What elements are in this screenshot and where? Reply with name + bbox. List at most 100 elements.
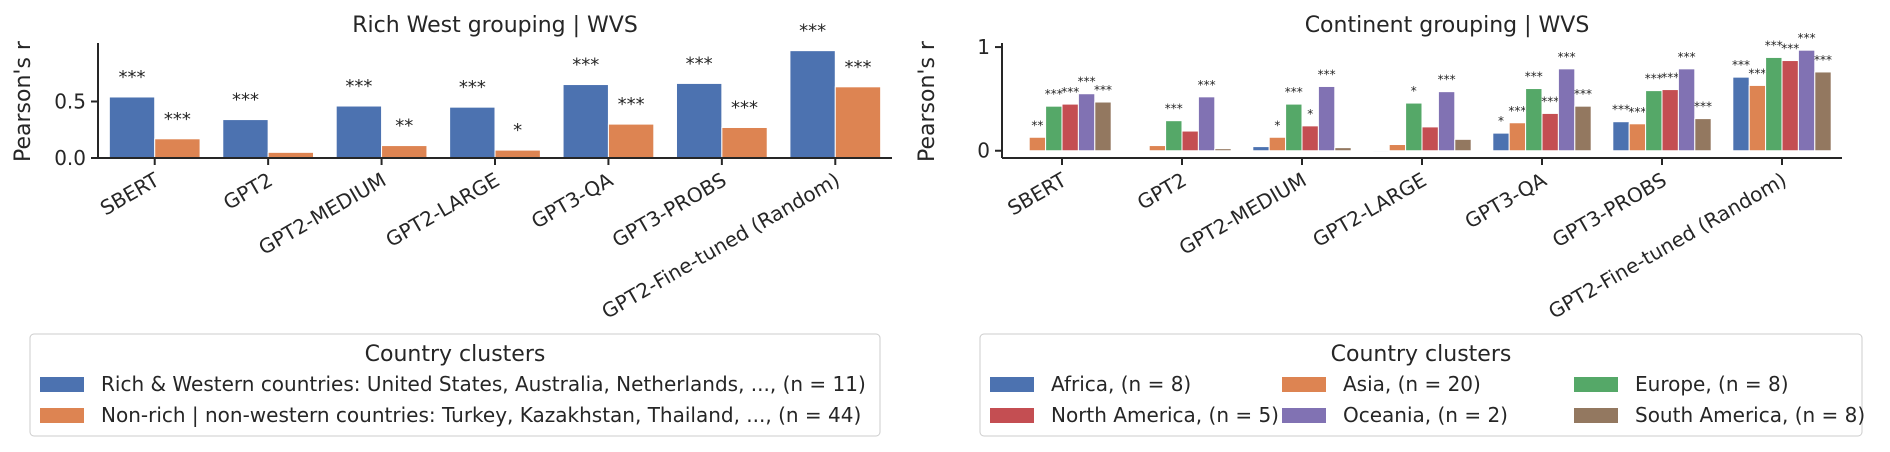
significance-label: *** xyxy=(1765,38,1783,52)
bar-2-1-5 xyxy=(1628,123,1647,152)
bar-2-0-0 xyxy=(1012,150,1030,153)
bar-2-4-3 xyxy=(1437,91,1456,152)
significance-label: *** xyxy=(1798,31,1816,45)
legend-item: Europe, (n = 8) xyxy=(1635,372,1789,396)
bar-2-0-2 xyxy=(1252,146,1270,152)
significance-label: ** xyxy=(1031,118,1043,132)
bar-2-3-4 xyxy=(1541,112,1559,152)
bar-2-2-0 xyxy=(1045,105,1063,152)
bar-2-0-5 xyxy=(1612,121,1630,152)
significance-label: *** xyxy=(572,55,599,76)
bar-1-1-0 xyxy=(154,138,201,159)
bar-1-0-1 xyxy=(222,119,269,159)
bar-2-0-1 xyxy=(1132,150,1150,153)
bar-2-3-1 xyxy=(1181,130,1199,152)
significance-label: *** xyxy=(1061,85,1079,99)
bar-1-1-6 xyxy=(834,86,882,159)
bar-2-4-0 xyxy=(1077,93,1096,152)
legend-swatch xyxy=(1282,377,1326,392)
y-tick-label: 1 xyxy=(977,35,990,59)
bar-2-3-6 xyxy=(1781,60,1799,152)
bar-2-1-1 xyxy=(1148,145,1167,152)
bar-2-1-6 xyxy=(1748,84,1767,152)
significance-label: *** xyxy=(1645,72,1663,86)
bar-2-0-6 xyxy=(1732,76,1750,152)
x-tick-label: GPT2-LARGE xyxy=(1308,168,1430,252)
bar-2-5-6 xyxy=(1814,71,1832,152)
bar-2-5-5 xyxy=(1694,118,1712,152)
significance-label: ** xyxy=(395,116,413,137)
legend-item: South America, (n = 8) xyxy=(1635,403,1865,427)
significance-label: *** xyxy=(731,97,758,118)
significance-label: *** xyxy=(1814,53,1832,67)
significance-label: *** xyxy=(686,53,713,74)
significance-label: *** xyxy=(1558,50,1576,64)
bar-2-1-2 xyxy=(1268,136,1287,152)
significance-label: *** xyxy=(1525,70,1543,84)
significance-label: * xyxy=(1411,84,1417,98)
significance-label: *** xyxy=(1612,103,1630,117)
legend-title: Country clusters xyxy=(365,342,546,367)
significance-label: *** xyxy=(1045,87,1063,101)
significance-label: *** xyxy=(459,77,486,98)
x-tick-label: SBERT xyxy=(96,167,164,220)
y-tick-label: 0.5 xyxy=(54,90,86,114)
significance-label: * xyxy=(1274,118,1280,132)
significance-label: *** xyxy=(1628,105,1646,119)
bar-1-0-5 xyxy=(675,82,723,159)
significance-label: *** xyxy=(1694,100,1712,114)
significance-label: *** xyxy=(1318,67,1336,81)
bar-2-4-2 xyxy=(1317,85,1336,152)
legend-frame xyxy=(979,333,1863,437)
bar-2-4-5 xyxy=(1677,68,1696,152)
bar-2-2-1 xyxy=(1165,120,1183,152)
significance-label: * xyxy=(513,120,522,141)
bar-2-1-4 xyxy=(1508,122,1527,152)
bar-1-1-3 xyxy=(494,149,541,159)
y-axis-label: Pearson's r xyxy=(915,40,940,162)
bar-2-5-1 xyxy=(1214,148,1232,152)
x-tick-label: GPT2 xyxy=(1133,168,1190,215)
bar-1-0-4 xyxy=(562,84,609,159)
x-tick-label: GPT2-Fine-tuned (Random) xyxy=(1544,168,1790,324)
bar-1-0-0 xyxy=(108,96,156,159)
bar-2-0-3 xyxy=(1372,150,1390,153)
bar-1-0-6 xyxy=(789,50,836,159)
bar-2-0-4 xyxy=(1492,132,1510,152)
bar-2-1-0 xyxy=(1028,136,1047,152)
significance-label: *** xyxy=(232,90,259,111)
legend-frame xyxy=(29,333,881,437)
bar-2-3-3 xyxy=(1421,126,1439,152)
legend: Country clusters Africa, (n = 8) Asia, (n … xyxy=(979,333,1865,437)
significance-label: *** xyxy=(345,76,372,97)
significance-label: * xyxy=(1307,107,1313,121)
bar-2-2-5 xyxy=(1645,90,1663,152)
significance-label: *** xyxy=(1781,42,1799,56)
bar-2-3-2 xyxy=(1301,125,1319,152)
significance-label: *** xyxy=(1748,66,1766,80)
legend-item: Africa, (n = 8) xyxy=(1051,372,1191,396)
significance-label: *** xyxy=(119,67,146,88)
bar-1-1-2 xyxy=(381,145,428,159)
significance-label: *** xyxy=(1541,94,1559,108)
chart-title: Rich West grouping | WVS xyxy=(352,13,638,38)
bar-2-5-4 xyxy=(1574,105,1592,152)
bar-2-2-6 xyxy=(1765,56,1783,152)
bar-2-2-3 xyxy=(1405,102,1423,152)
bar-1-1-5 xyxy=(721,126,768,159)
legend-swatch xyxy=(1574,377,1618,392)
significance-label: *** xyxy=(1165,102,1183,116)
legend-swatch xyxy=(40,408,84,423)
significance-label: *** xyxy=(1661,71,1679,85)
bar-2-4-1 xyxy=(1197,96,1216,152)
legend-swatch xyxy=(990,377,1034,392)
significance-label: *** xyxy=(1508,104,1526,118)
bar-1-0-3 xyxy=(449,106,496,159)
bar-2-5-0 xyxy=(1094,101,1112,152)
significance-label: *** xyxy=(844,57,871,78)
bar-2-3-0 xyxy=(1061,103,1079,152)
bar-2-2-2 xyxy=(1285,103,1303,152)
bar-2-5-2 xyxy=(1334,147,1352,152)
